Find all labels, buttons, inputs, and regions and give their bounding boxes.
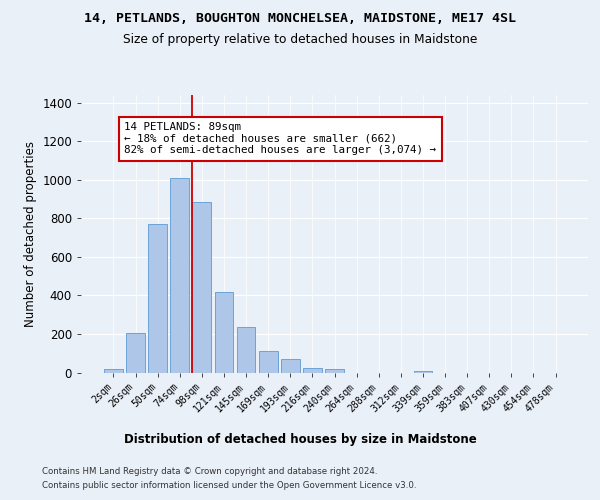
Bar: [148, 224, 167, 372]
Text: 14, PETLANDS, BOUGHTON MONCHELSEA, MAIDSTONE, ME17 4SL: 14, PETLANDS, BOUGHTON MONCHELSEA, MAIDS…: [84, 12, 516, 26]
Bar: [259, 352, 278, 372]
Bar: [325, 368, 344, 372]
Text: Distribution of detached houses by size in Maidstone: Distribution of detached houses by size …: [124, 432, 476, 446]
Bar: [126, 333, 145, 372]
Bar: [170, 178, 189, 372]
Text: Size of property relative to detached houses in Maidstone: Size of property relative to detached ho…: [123, 32, 477, 46]
Bar: [104, 368, 123, 372]
Text: Contains HM Land Registry data © Crown copyright and database right 2024.: Contains HM Land Registry data © Crown c…: [42, 468, 377, 476]
Bar: [215, 292, 233, 372]
Bar: [236, 327, 256, 372]
Y-axis label: Number of detached properties: Number of detached properties: [23, 141, 37, 327]
Text: Contains public sector information licensed under the Open Government Licence v3: Contains public sector information licen…: [42, 482, 416, 490]
Bar: [281, 359, 299, 372]
Text: 14 PETLANDS: 89sqm
← 18% of detached houses are smaller (662)
82% of semi-detach: 14 PETLANDS: 89sqm ← 18% of detached hou…: [124, 122, 436, 155]
Bar: [193, 202, 211, 372]
Bar: [413, 370, 433, 372]
Bar: [303, 368, 322, 372]
